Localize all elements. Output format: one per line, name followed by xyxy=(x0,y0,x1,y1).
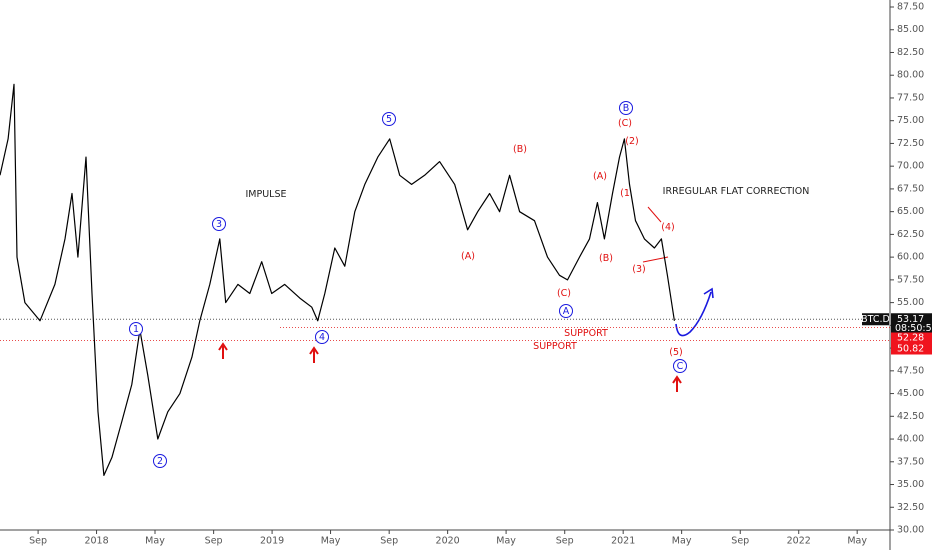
support-label: SUPPORT xyxy=(564,328,608,339)
countdown-label: 08:50:53 xyxy=(895,323,932,334)
projection-arrowhead xyxy=(703,287,714,299)
y-tick-label: 67.50 xyxy=(897,183,924,194)
y-tick-label: 60.00 xyxy=(897,252,924,263)
y-tick-label: 82.50 xyxy=(897,47,924,58)
y-tick-label: 37.50 xyxy=(897,456,924,467)
y-tick-label: 55.00 xyxy=(897,297,924,308)
y-tick-label: 75.00 xyxy=(897,115,924,126)
subwave-label: (B) xyxy=(513,144,527,155)
wave-label: 2 xyxy=(157,456,163,467)
x-tick-label: Sep xyxy=(380,536,398,547)
support-tag-label: 52.28 xyxy=(897,333,924,344)
x-tick-label: 2021 xyxy=(611,536,635,547)
y-tick-label: 32.50 xyxy=(897,502,924,513)
subwave-label: (4) xyxy=(661,222,674,233)
projection-curve xyxy=(675,291,712,337)
symbol-tag xyxy=(862,313,889,326)
price-line xyxy=(0,83,675,476)
wave-circle xyxy=(315,330,329,344)
subwave-label: (3) xyxy=(632,264,645,275)
subwave-label: (2) xyxy=(625,136,638,147)
support-tag xyxy=(891,343,932,355)
up-arrow xyxy=(309,346,319,363)
x-tick-label: Sep xyxy=(29,536,47,547)
wave-circle xyxy=(212,217,226,231)
up-arrow xyxy=(672,375,682,392)
subwave-label: (5) xyxy=(669,347,682,358)
y-tick-label: 62.50 xyxy=(897,229,924,240)
support-label: SUPPORT xyxy=(533,341,577,352)
y-tick-label: 80.00 xyxy=(897,70,924,81)
trend-line xyxy=(647,206,662,223)
price-tag-label: 53.17 xyxy=(897,314,924,325)
subwave-label: (C) xyxy=(557,288,571,299)
wave-circle xyxy=(559,304,573,318)
y-tick-label: 35.00 xyxy=(897,479,924,490)
y-tick-label: 70.00 xyxy=(897,161,924,172)
wave-circle xyxy=(673,359,687,373)
x-tick-label: May xyxy=(321,536,341,547)
x-tick-label: May xyxy=(145,536,165,547)
x-tick-label: Sep xyxy=(731,536,749,547)
x-tick-label: 2022 xyxy=(787,536,811,547)
wave-label: B xyxy=(623,103,630,114)
x-tick-label: Sep xyxy=(205,536,223,547)
price-tag xyxy=(891,313,932,334)
y-tick-label: 72.50 xyxy=(897,138,924,149)
wave-lines xyxy=(642,206,669,263)
subwave-label: (1 xyxy=(620,188,630,199)
y-tick-label: 45.00 xyxy=(897,388,924,399)
x-tick-label: May xyxy=(496,536,516,547)
x-tick-label: Sep xyxy=(556,536,574,547)
y-tick-label: 40.00 xyxy=(897,434,924,445)
x-tick-label: 2018 xyxy=(84,536,108,547)
annotation: IMPULSE xyxy=(245,189,286,200)
symbol-tag-label: BTC.D xyxy=(861,314,890,325)
y-tick-label: 42.50 xyxy=(897,411,924,422)
x-tick-label: 2019 xyxy=(260,536,284,547)
wave-circle xyxy=(153,454,167,468)
y-tick-label: 57.50 xyxy=(897,274,924,285)
x-tick-label: 2020 xyxy=(436,536,460,547)
wave-label: 3 xyxy=(216,219,222,230)
support-tag-label: 50.82 xyxy=(897,344,924,355)
wave-circle xyxy=(382,112,396,126)
x-tick-label: May xyxy=(847,536,867,547)
subwave-label: (A) xyxy=(461,251,475,262)
y-tick-label: 30.00 xyxy=(897,525,924,536)
y-tick-label: 77.50 xyxy=(897,92,924,103)
subwave-label: (C) xyxy=(618,118,632,129)
support-tag xyxy=(891,332,932,344)
wave-circle xyxy=(619,101,633,115)
wave-label: 4 xyxy=(319,332,325,343)
y-tick-label: 87.50 xyxy=(897,2,924,13)
y-tick-label: 85.00 xyxy=(897,24,924,35)
wave-label: C xyxy=(677,361,684,372)
arrows xyxy=(218,342,682,392)
x-tick-label: May xyxy=(672,536,692,547)
up-arrow xyxy=(218,342,228,359)
subwave-label: (B) xyxy=(599,253,613,264)
wave-circle xyxy=(129,322,143,336)
subwave-label: (A) xyxy=(593,171,607,182)
trend-line xyxy=(642,256,669,263)
annotation: IRREGULAR FLAT CORRECTION xyxy=(663,186,810,197)
wave-label: 1 xyxy=(133,324,139,335)
wave-label: A xyxy=(563,306,570,317)
y-tick-label: 47.50 xyxy=(897,365,924,376)
y-tick-label: 65.00 xyxy=(897,206,924,217)
wave-label: 5 xyxy=(386,114,392,125)
